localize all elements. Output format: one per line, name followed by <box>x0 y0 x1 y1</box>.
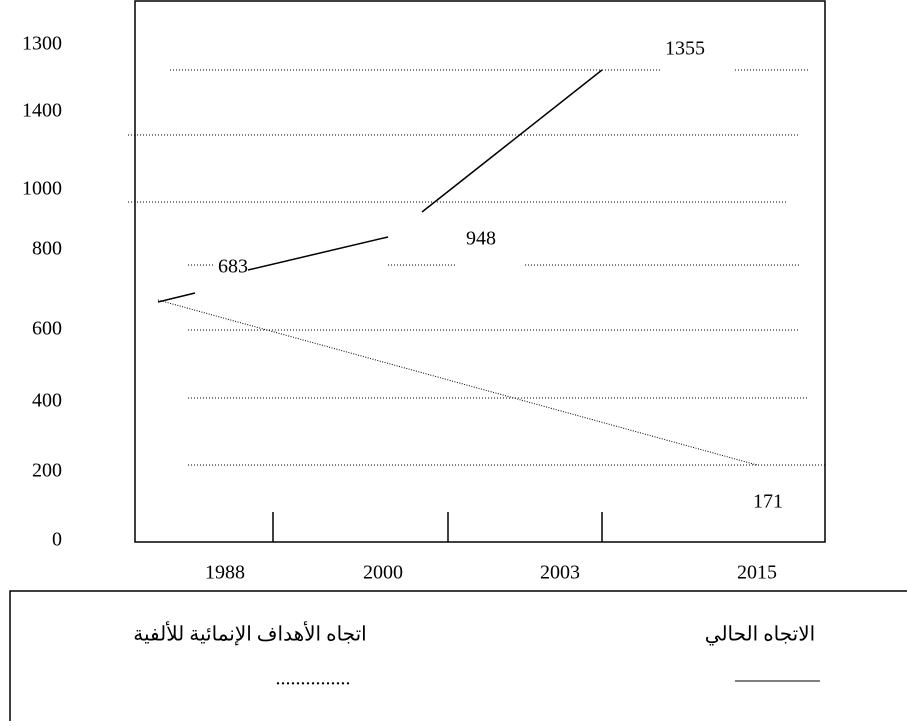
legend-box <box>9 590 907 721</box>
legend-mdg-marker: ............... <box>276 668 351 690</box>
y-label: 200 <box>32 460 62 482</box>
segment <box>421 69 603 213</box>
legend-mdg: اتجاه الأهداف الإنمائية للألفية <box>133 621 366 647</box>
x-ticks <box>272 512 603 542</box>
y-label: 400 <box>32 390 62 412</box>
point-label: 1355 <box>665 38 705 60</box>
y-label: 1000 <box>22 178 62 200</box>
x-label: 1988 <box>205 562 245 584</box>
segment <box>247 236 389 271</box>
point-label: 171 <box>753 491 783 513</box>
x-label: 2015 <box>737 562 777 584</box>
y-label: 600 <box>32 318 62 340</box>
current-trend-line <box>157 69 603 303</box>
x-label: 2003 <box>540 562 580 584</box>
point-label: 683 <box>218 256 248 278</box>
mdg-trend-line <box>157 299 758 466</box>
point-labels: 683 948 1355 171 <box>218 38 783 513</box>
y-label: 1400 <box>22 100 62 122</box>
y-label: 0 <box>52 529 62 551</box>
grid <box>128 69 825 466</box>
point-label: 948 <box>466 228 496 250</box>
x-label: 2000 <box>363 562 403 584</box>
legend-current: الاتجاه الحالي <box>705 624 815 646</box>
x-labels: 1988 2000 2003 2015 <box>205 562 777 584</box>
plot-frame <box>134 0 826 543</box>
y-label: 800 <box>32 238 62 260</box>
segment <box>157 292 196 303</box>
y-labels: 1300 1400 1000 800 600 400 200 0 <box>22 33 62 551</box>
y-label: 1300 <box>22 33 62 55</box>
